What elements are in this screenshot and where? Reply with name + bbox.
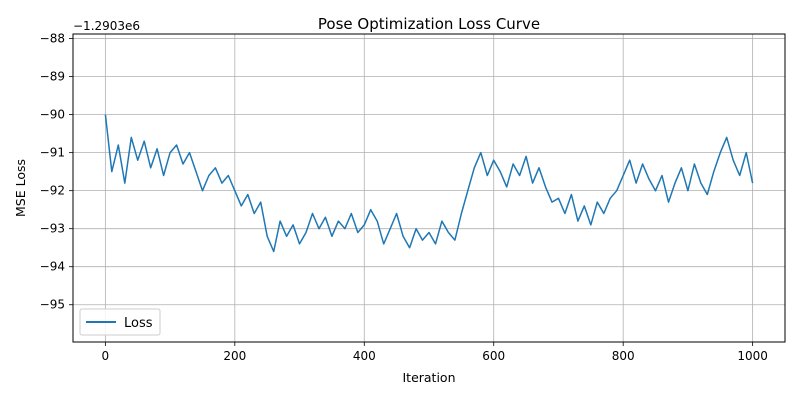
y-tick-label: −89: [40, 70, 65, 84]
series-layer: [104, 114, 754, 253]
x-tick-label: 1000: [737, 349, 768, 363]
y-tick-label: −94: [40, 260, 65, 274]
x-tick-label: 600: [482, 349, 505, 363]
legend: Loss: [79, 308, 161, 336]
y-tick-label: −88: [40, 32, 65, 46]
legend-label-loss: Loss: [124, 316, 153, 331]
series-line-loss: [104, 114, 754, 253]
chart-title: Pose Optimization Loss Curve: [318, 15, 540, 33]
y-axis-label: MSE Loss: [13, 159, 28, 217]
legend-box: [79, 308, 161, 336]
y-axis-ticks: −95 −94 −93 −92 −91 −90 −89 −88: [40, 32, 73, 312]
axes-frame: [72, 33, 786, 343]
x-tick-label: 800: [612, 349, 635, 363]
grid: [73, 34, 785, 342]
x-tick-label: 200: [223, 349, 246, 363]
x-tick-label: 400: [353, 349, 376, 363]
y-tick-label: −90: [40, 108, 65, 122]
y-tick-label: −92: [40, 184, 65, 198]
x-axis-ticks: 0 200 400 600 800 1000: [102, 342, 768, 363]
y-axis-offset-label: −1.2903e6: [73, 19, 140, 33]
y-tick-label: −95: [40, 298, 65, 312]
x-axis-label: Iteration: [402, 370, 455, 385]
x-tick-label: 0: [102, 349, 110, 363]
y-tick-label: −91: [40, 146, 65, 160]
y-tick-label: −93: [40, 222, 65, 236]
